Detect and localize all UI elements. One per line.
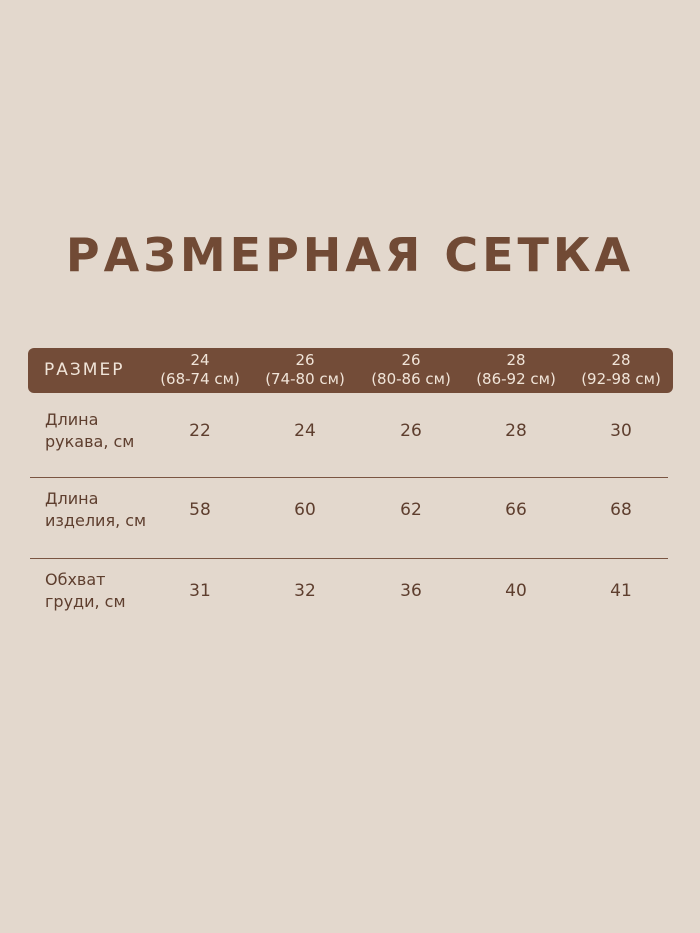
row-label-line: Длина (45, 489, 99, 508)
row-label-line: Обхват (45, 570, 106, 589)
row-divider (30, 558, 668, 559)
table-cell: 26 (400, 421, 422, 441)
size-range: (86-92 см) (476, 370, 556, 388)
size-value: 24 (190, 351, 210, 369)
size-range: (92-98 см) (581, 370, 661, 388)
table-row: Обхват груди, см 31 32 36 40 41 (0, 569, 700, 629)
size-header-label: РАЗМЕР (44, 360, 125, 380)
size-value: 26 (295, 351, 315, 369)
table-cell: 32 (294, 581, 316, 601)
row-label-line: Длина (45, 410, 99, 429)
table-cell: 62 (400, 500, 422, 520)
size-range: (68-74 см) (160, 370, 240, 388)
table-row: Длина изделия, см 58 60 62 66 68 (0, 488, 700, 548)
table-cell: 30 (610, 421, 632, 441)
table-header: РАЗМЕР 24 (68-74 см) 26 (74-80 см) 26 (80-86 … (28, 348, 673, 393)
size-column-header: 24 (68-74 см) (145, 351, 255, 389)
table-cell: 58 (189, 500, 211, 520)
table-cell: 24 (294, 421, 316, 441)
row-label-line: рукава, см (45, 432, 135, 451)
table-cell: 31 (189, 581, 211, 601)
table-cell: 40 (505, 581, 527, 601)
size-column-header: 28 (92-98 см) (566, 351, 676, 389)
size-column-header: 28 (86-92 см) (461, 351, 571, 389)
table-cell: 36 (400, 581, 422, 601)
table-row: Длина рукава, см 22 24 26 28 30 (0, 409, 700, 469)
table-cell: 68 (610, 500, 632, 520)
table-cell: 41 (610, 581, 632, 601)
page-title: РАЗМЕРНАЯ СЕТКА (65, 228, 635, 282)
row-label: Длина рукава, см (45, 409, 134, 453)
table-cell: 60 (294, 500, 316, 520)
size-value: 28 (506, 351, 526, 369)
size-column-header: 26 (74-80 см) (250, 351, 360, 389)
table-cell: 22 (189, 421, 211, 441)
table-cell: 66 (505, 500, 527, 520)
size-column-header: 26 (80-86 см) (356, 351, 466, 389)
size-range: (80-86 см) (371, 370, 451, 388)
row-label: Обхват груди, см (45, 569, 126, 613)
table-cell: 28 (505, 421, 527, 441)
size-value: 26 (401, 351, 421, 369)
row-divider (30, 477, 668, 478)
row-label: Длина изделия, см (45, 488, 146, 532)
size-value: 28 (611, 351, 631, 369)
row-label-line: груди, см (45, 592, 126, 611)
size-range: (74-80 см) (265, 370, 345, 388)
row-label-line: изделия, см (45, 511, 147, 530)
